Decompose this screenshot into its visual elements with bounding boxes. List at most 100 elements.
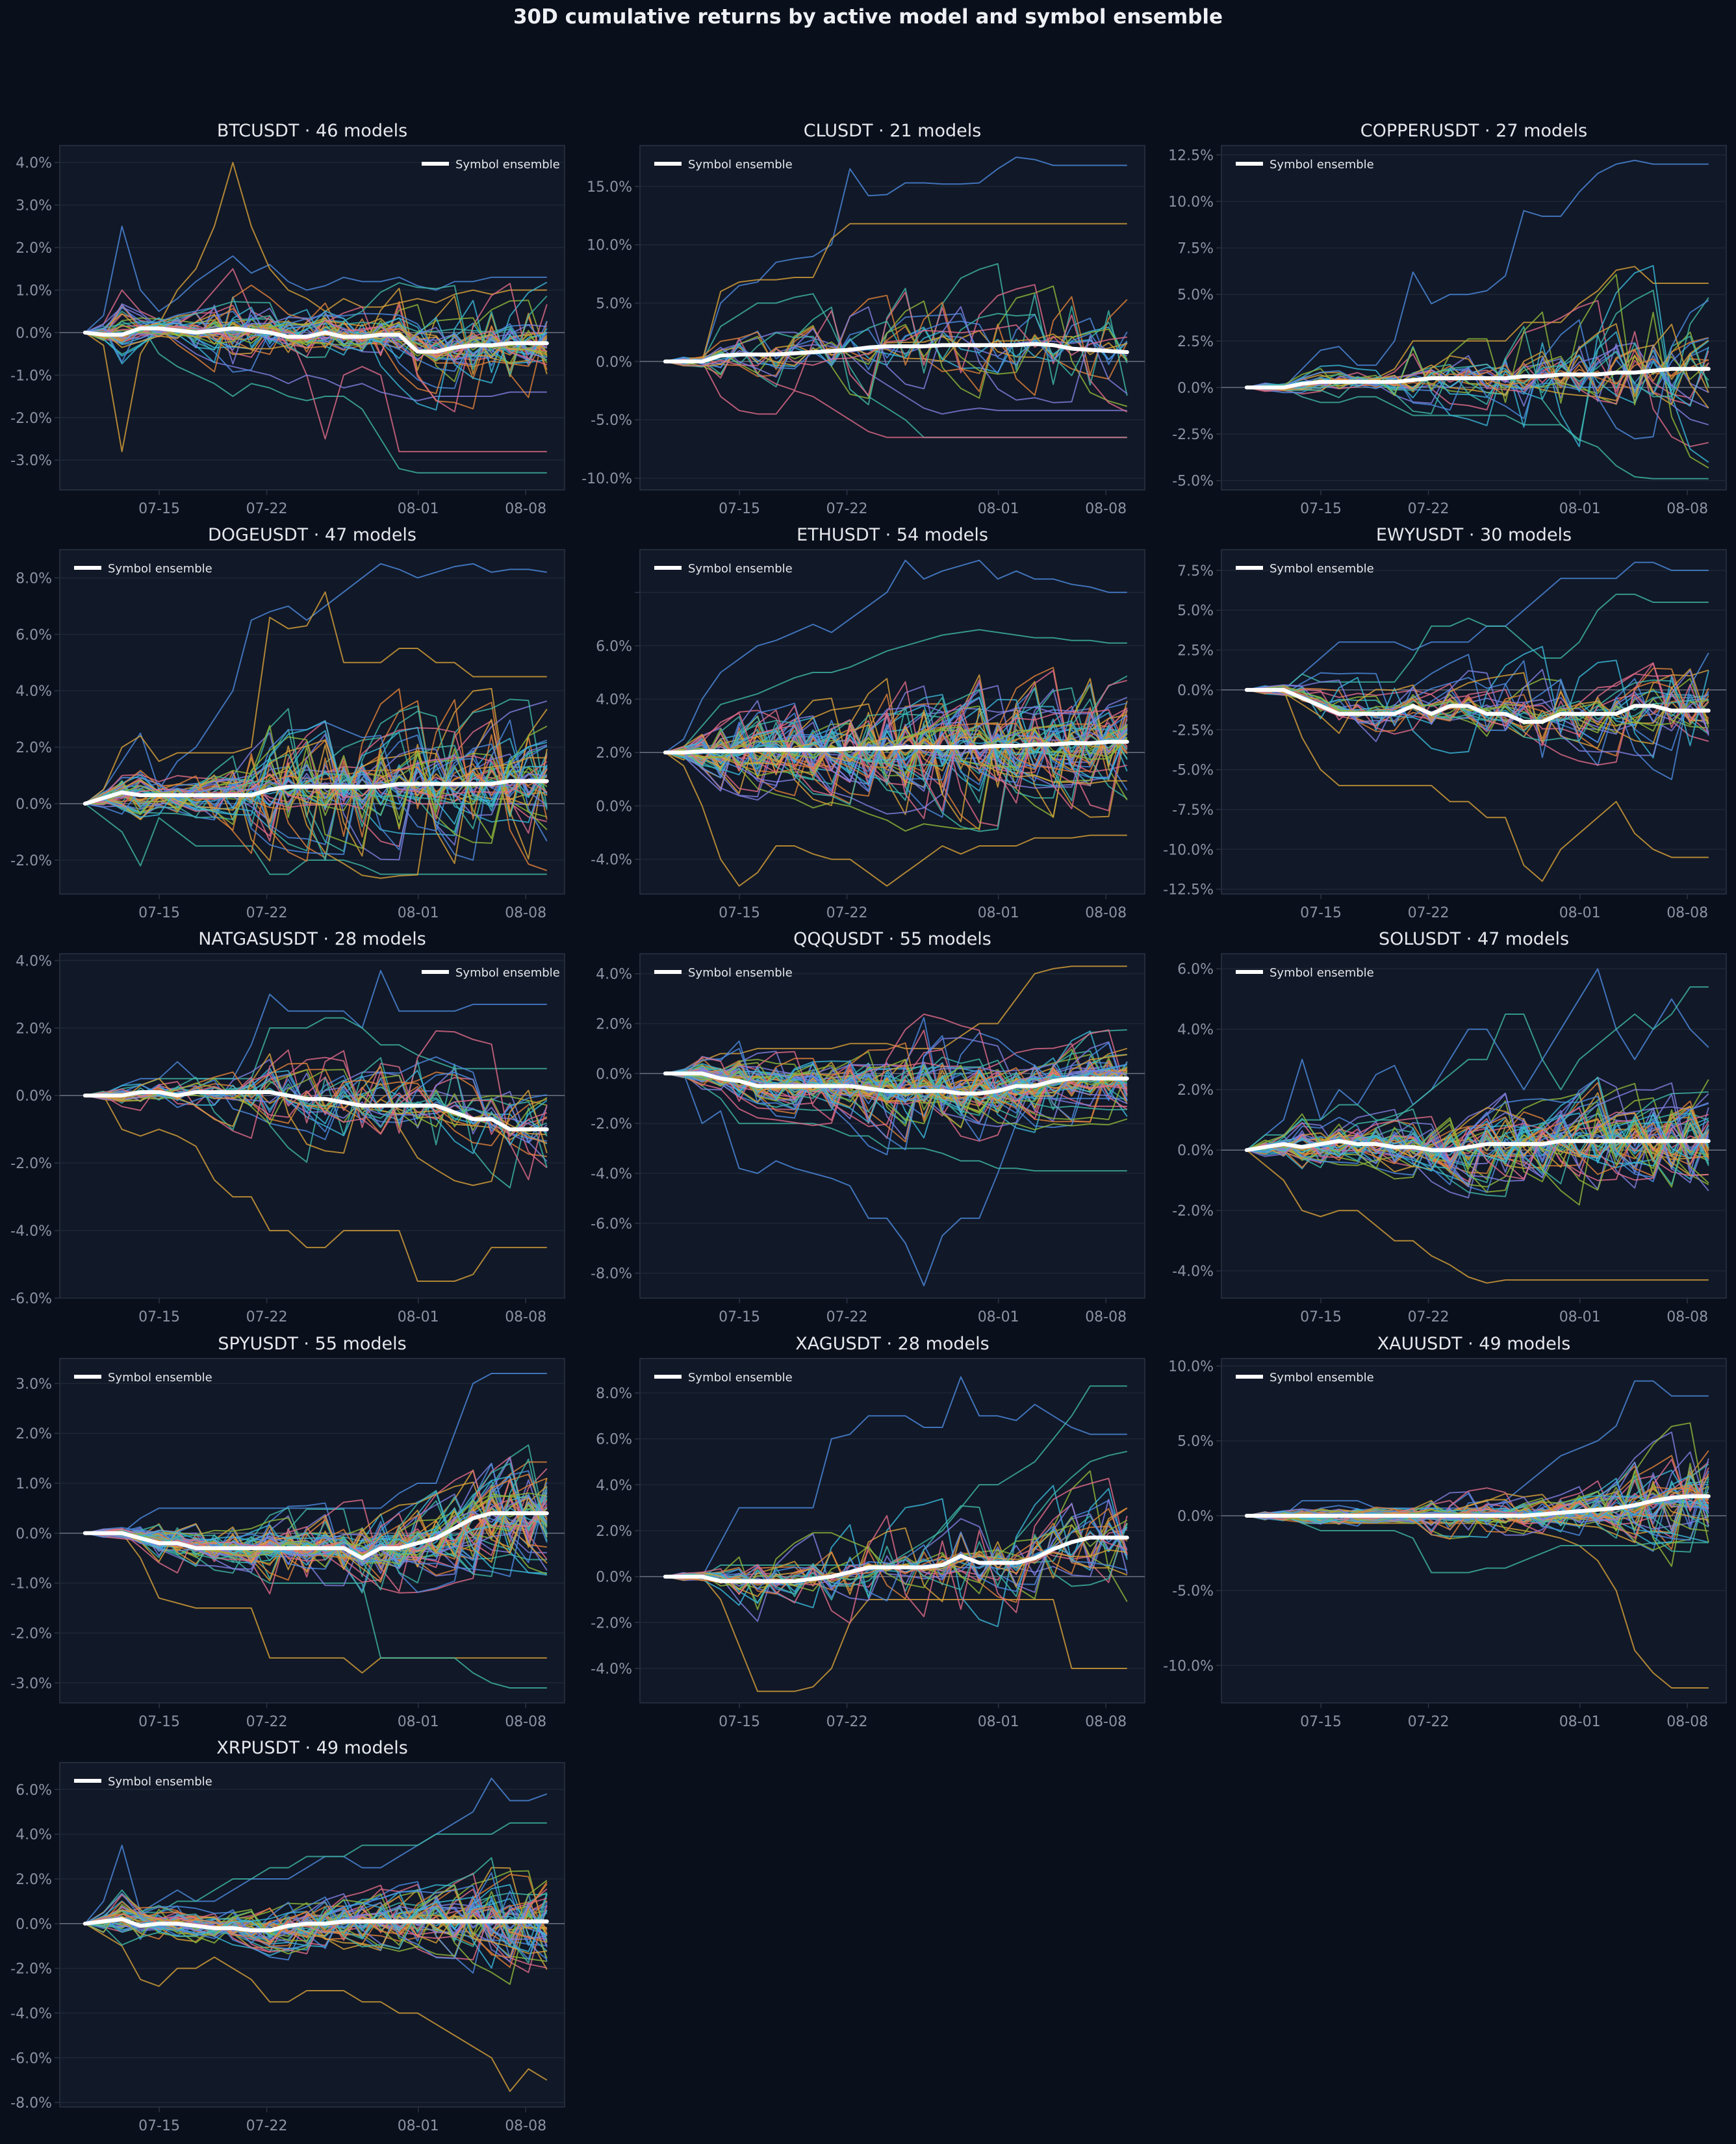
chart-panel: COPPERUSDT · 27 models -5.0% -2.5% 0.0% 2.5%… — [1168, 121, 1727, 517]
model-line — [84, 316, 548, 359]
chart-panel: DOGEUSDT · 47 models -2.0% 0.0% 2.0% 4.0% 6.0… — [10, 525, 565, 921]
chart-panel: XAUUSDT · 49 models -10.0% -5.0% 0.0% 5.0% 10… — [1163, 1334, 1727, 1730]
model-line — [665, 704, 1128, 801]
x-tick-label: 08-01 — [978, 1714, 1019, 1730]
x-tick-label: 08-08 — [1666, 501, 1708, 517]
y-tick-label: -2.0% — [1172, 1203, 1214, 1219]
y-tick-label: 4.0% — [596, 1477, 632, 1494]
x-tick-label: 07-15 — [138, 1714, 180, 1730]
model-line — [665, 1525, 1128, 1602]
x-tick-label: 07-15 — [719, 1309, 760, 1325]
model-line — [84, 1881, 548, 1974]
y-tick-label: -2.5% — [1172, 427, 1214, 443]
model-line — [665, 1051, 1127, 1128]
y-tick-label: -4.0% — [10, 1223, 52, 1240]
y-tick-label: 10.0% — [1168, 194, 1214, 211]
model-line — [1246, 689, 1709, 882]
model-line — [1246, 1077, 1709, 1193]
y-tick-label: -1.0% — [10, 1576, 52, 1592]
y-tick-label: 2.0% — [16, 1426, 52, 1442]
model-line — [665, 294, 1128, 396]
model-line — [1246, 968, 1709, 1151]
model-line — [84, 310, 548, 384]
model-line — [1246, 1114, 1709, 1160]
model-line — [84, 719, 548, 861]
x-tick-label: 08-01 — [398, 1714, 439, 1730]
model-line — [665, 1498, 1128, 1593]
x-tick-label: 07-15 — [1300, 501, 1342, 517]
panel-title: CLUSDT · 21 models — [804, 121, 982, 141]
x-tick-label: 07-22 — [246, 1309, 288, 1325]
model-line — [84, 734, 548, 845]
model-line — [665, 1376, 1127, 1577]
y-tick-label: -5.0% — [1172, 763, 1214, 779]
x-tick-label: 07-22 — [1408, 905, 1449, 921]
model-line — [665, 1576, 1127, 1692]
y-tick-label: 5.0% — [1177, 1434, 1214, 1450]
y-tick-label: -8.0% — [591, 1266, 632, 1283]
model-line — [84, 1897, 548, 1945]
legend-label: Symbol ensemble — [455, 158, 560, 172]
y-tick-label: 6.0% — [16, 627, 52, 643]
model-line — [84, 1053, 548, 1186]
model-line — [665, 1521, 1128, 1586]
x-tick-label: 08-08 — [1085, 1714, 1127, 1730]
y-tick-label: 0.0% — [1177, 1143, 1214, 1159]
model-line — [84, 720, 548, 825]
model-line — [84, 1778, 548, 1924]
panel-frame — [1221, 145, 1727, 491]
y-tick-label: -3.0% — [10, 453, 52, 469]
model-line — [84, 1501, 548, 1570]
model-line — [1246, 1082, 1709, 1192]
model-line — [1246, 1091, 1709, 1173]
chart-panel: XRPUSDT · 49 models -8.0% -6.0% -4.0% -2.0% 0… — [10, 1738, 565, 2134]
y-tick-label: 2.0% — [596, 745, 632, 761]
y-tick-label: 4.0% — [16, 155, 52, 172]
x-tick-label: 07-15 — [719, 501, 760, 517]
model-line — [1246, 662, 1709, 747]
y-tick-label: 5.0% — [596, 296, 632, 313]
x-tick-label: 08-01 — [1559, 501, 1601, 517]
x-tick-label: 07-15 — [1300, 905, 1342, 921]
model-line — [84, 1062, 548, 1144]
y-tick-label: 0.0% — [16, 325, 52, 342]
model-line — [1246, 300, 1709, 440]
model-line — [84, 1030, 548, 1180]
chart-panel: BTCUSDT · 46 models -3.0% -2.0% -1.0% 0.0% 1.… — [10, 121, 565, 517]
ensemble-line — [1244, 1494, 1711, 1518]
y-tick-label: 0.0% — [16, 1088, 52, 1104]
x-tick-label: 07-22 — [246, 905, 288, 921]
x-tick-label: 07-22 — [246, 2118, 288, 2134]
y-tick-label: 2.0% — [1177, 1082, 1214, 1099]
y-tick-label: 0.0% — [596, 798, 632, 815]
y-tick-label: 7.5% — [1177, 241, 1214, 257]
y-tick-label: 10.0% — [1168, 1359, 1214, 1375]
model-line — [665, 1485, 1128, 1627]
y-tick-label: -4.0% — [1172, 1264, 1214, 1280]
x-tick-label: 07-22 — [1408, 501, 1449, 517]
model-line — [665, 1451, 1128, 1590]
y-tick-label: 6.0% — [1177, 962, 1214, 978]
model-line — [1246, 264, 1709, 463]
model-line — [1246, 1475, 1709, 1553]
chart-panel: EWYUSDT · 30 models -12.5% -10.0% -7.5% -5.0… — [1163, 525, 1727, 921]
y-tick-label: 5.0% — [1177, 287, 1214, 303]
model-line — [665, 629, 1127, 754]
x-tick-label: 08-01 — [978, 501, 1019, 517]
y-tick-label: 2.0% — [596, 1017, 632, 1033]
legend-label: Symbol ensemble — [1270, 1371, 1374, 1385]
x-tick-label: 07-22 — [826, 1714, 868, 1730]
ensemble-line — [663, 739, 1129, 755]
x-tick-label: 07-22 — [1408, 1714, 1449, 1730]
y-tick-label: -6.0% — [10, 1291, 52, 1307]
model-line — [1246, 561, 1709, 691]
x-tick-label: 08-08 — [1085, 501, 1127, 517]
x-tick-label: 08-01 — [398, 1309, 439, 1325]
model-line — [84, 1493, 548, 1577]
model-line — [84, 1086, 548, 1145]
panel-title: SOLUSDT · 47 models — [1379, 929, 1569, 949]
x-tick-label: 08-08 — [1666, 1309, 1708, 1325]
model-line — [1246, 355, 1709, 394]
ensemble-line — [83, 1511, 549, 1561]
model-line — [84, 282, 548, 376]
